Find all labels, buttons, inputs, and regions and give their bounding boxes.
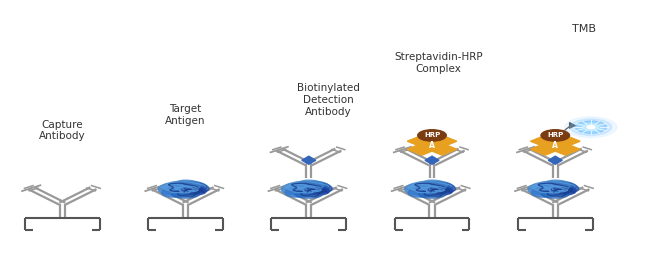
Circle shape (546, 142, 564, 149)
Polygon shape (530, 135, 580, 155)
Text: Capture
Antibody: Capture Antibody (39, 120, 86, 141)
Text: A: A (429, 141, 435, 150)
Ellipse shape (405, 181, 453, 196)
Ellipse shape (162, 186, 194, 197)
Polygon shape (548, 156, 562, 164)
Circle shape (583, 124, 599, 130)
Ellipse shape (172, 182, 209, 193)
Ellipse shape (296, 182, 332, 193)
Ellipse shape (164, 183, 184, 191)
Circle shape (575, 121, 606, 133)
Ellipse shape (531, 186, 564, 197)
Ellipse shape (419, 190, 446, 198)
Ellipse shape (301, 186, 330, 195)
Circle shape (418, 130, 447, 141)
Circle shape (541, 130, 569, 141)
Ellipse shape (528, 181, 576, 196)
Ellipse shape (424, 186, 452, 195)
Ellipse shape (408, 186, 440, 197)
Circle shape (587, 126, 595, 129)
Ellipse shape (285, 186, 317, 197)
Text: TMB: TMB (573, 24, 597, 34)
Polygon shape (302, 156, 316, 164)
Text: Biotinylated
Detection
Antibody: Biotinylated Detection Antibody (297, 83, 359, 117)
Ellipse shape (158, 181, 207, 196)
Polygon shape (408, 135, 457, 155)
Ellipse shape (541, 190, 569, 198)
Circle shape (570, 119, 612, 135)
Ellipse shape (281, 181, 330, 196)
Text: HRP: HRP (547, 132, 564, 138)
Ellipse shape (547, 180, 571, 188)
Text: Streptavidin-HRP
Complex: Streptavidin-HRP Complex (394, 53, 483, 74)
Circle shape (423, 142, 441, 149)
Polygon shape (530, 135, 580, 155)
Ellipse shape (411, 183, 430, 191)
Ellipse shape (287, 183, 307, 191)
Ellipse shape (172, 190, 199, 198)
Ellipse shape (177, 180, 201, 188)
Ellipse shape (542, 182, 578, 193)
Circle shape (579, 122, 603, 132)
Ellipse shape (423, 180, 447, 188)
Polygon shape (408, 135, 457, 155)
Ellipse shape (300, 180, 324, 188)
Circle shape (565, 117, 617, 138)
Text: HRP: HRP (424, 132, 440, 138)
Ellipse shape (295, 190, 322, 198)
Ellipse shape (547, 186, 576, 195)
Text: A: A (552, 141, 558, 150)
Ellipse shape (534, 183, 553, 191)
Ellipse shape (178, 186, 206, 195)
Text: Target
Antigen: Target Antigen (165, 104, 206, 126)
Polygon shape (425, 156, 439, 164)
Ellipse shape (419, 182, 456, 193)
